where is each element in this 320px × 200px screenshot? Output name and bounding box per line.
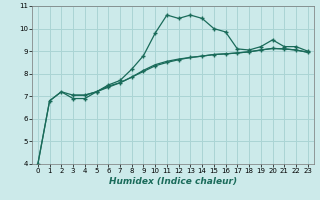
X-axis label: Humidex (Indice chaleur): Humidex (Indice chaleur): [109, 177, 237, 186]
